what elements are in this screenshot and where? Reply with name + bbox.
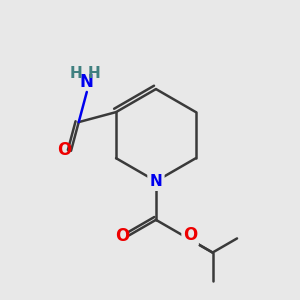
Text: N: N	[80, 74, 94, 92]
Text: H: H	[88, 66, 100, 81]
Text: O: O	[183, 226, 197, 244]
Text: H: H	[69, 66, 82, 81]
Text: O: O	[57, 141, 72, 159]
Text: N: N	[150, 174, 162, 189]
Text: O: O	[115, 227, 129, 245]
